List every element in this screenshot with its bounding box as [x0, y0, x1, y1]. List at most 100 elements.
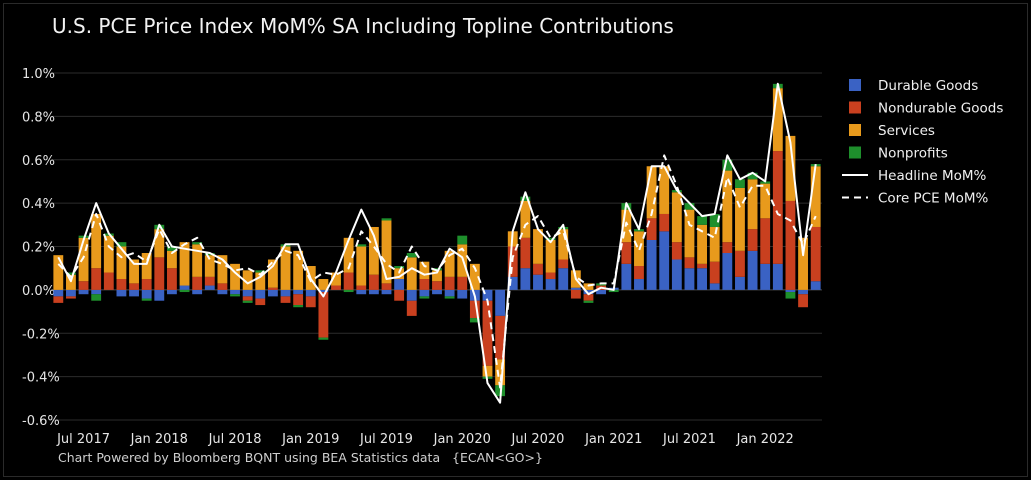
bar-services: [267, 259, 278, 288]
bar-services: [280, 246, 291, 290]
bar-durable-goods: [444, 289, 455, 297]
bar-services: [91, 213, 102, 269]
bar-nondurable-goods: [318, 292, 329, 338]
bar-nondurable-goods: [684, 257, 695, 269]
bar-durable-goods: [381, 289, 392, 295]
bar-services: [204, 255, 215, 277]
bar-nonprofits: [66, 272, 76, 275]
bar-nonprofits: [520, 196, 531, 201]
bar-durable-goods: [255, 289, 266, 299]
bar-nonprofits: [634, 229, 644, 232]
bar-durable-goods: [482, 289, 493, 301]
legend-label-core-pce-mom: Core PCE MoM%: [878, 191, 988, 207]
bar-nondurable-goods: [406, 300, 417, 316]
bar-nonprofits: [192, 242, 203, 245]
bar-nondurable-goods: [545, 272, 556, 280]
bar-nonprofits: [91, 294, 102, 301]
y-tick-label: 0.0%: [22, 284, 55, 299]
bar-nondurable-goods: [533, 263, 543, 275]
bar-durable-goods: [66, 289, 76, 297]
bar-services: [482, 365, 493, 377]
bar-services: [798, 237, 808, 290]
bar-durable-goods: [520, 268, 531, 290]
legend-label-nonprofits: Nonprofits: [878, 146, 948, 162]
bar-nonprofits: [469, 318, 480, 323]
legend-label-services: Services: [878, 123, 935, 139]
bar-nondurable-goods: [772, 151, 783, 264]
bar-durable-goods: [671, 259, 682, 290]
bar-services: [217, 255, 228, 284]
bar-services: [103, 235, 114, 273]
bar-nondurable-goods: [469, 300, 480, 319]
y-axis-ticks: 1.0% 0.8% 0.6% 0.4% 0.2% 0.0% -0.2% -0.4% -0.6%: [22, 67, 60, 429]
bar-nonprofits: [78, 235, 89, 238]
bar-durable-goods: [735, 276, 745, 290]
bar-nonprofits: [343, 289, 354, 293]
bar-services: [722, 170, 733, 243]
bar-services: [331, 272, 341, 286]
bar-services: [406, 257, 417, 290]
bar-services: [646, 166, 657, 219]
bar-nondurable-goods: [293, 294, 304, 306]
bar-nondurable-goods: [53, 296, 64, 303]
bar-services: [520, 200, 531, 238]
bar-nonprofits: [747, 172, 758, 180]
legend-swatch-nonprofits: [849, 146, 861, 159]
bar-durable-goods: [659, 231, 670, 290]
bar-durable-goods: [230, 289, 240, 295]
bar-nonprofits: [596, 283, 607, 286]
bar-durable-goods: [684, 268, 695, 290]
bar-services: [166, 250, 177, 269]
x-tick-label: Jan 2019: [281, 432, 339, 447]
bar-durable-goods: [495, 289, 506, 316]
bar-nondurable-goods: [583, 294, 594, 301]
legend-swatch-nondurable-goods: [849, 101, 861, 114]
y-tick-label: 0.8%: [22, 110, 55, 125]
x-tick-label: Jan 2018: [130, 432, 188, 447]
bar-nondurable-goods: [343, 272, 354, 290]
bar-nonprofits: [394, 266, 405, 269]
bar-nondurable-goods: [634, 266, 644, 280]
y-tick-label: 1.0%: [22, 67, 55, 82]
bar-nonprofits: [179, 289, 190, 293]
source-footer: Chart Powered by Bloomberg BQNT using BE…: [58, 450, 543, 465]
bar-services: [558, 229, 569, 260]
bar-nondurable-goods: [394, 289, 405, 301]
x-tick-label: Jul 2021: [662, 432, 716, 447]
bar-services: [141, 253, 152, 280]
bar-nondurable-goods: [356, 285, 367, 290]
bar-nondurable-goods: [646, 218, 657, 240]
bar-durable-goods: [242, 289, 253, 297]
bar-durable-goods: [596, 289, 607, 295]
bar-services: [495, 359, 506, 386]
bar-services: [343, 237, 354, 273]
bar-nondurable-goods: [798, 294, 808, 308]
bar-services: [747, 179, 758, 230]
bar-nondurable-goods: [444, 276, 455, 290]
bar-durable-goods: [583, 289, 594, 295]
bar-nondurable-goods: [166, 268, 177, 290]
bar-nondurable-goods: [558, 259, 569, 269]
bar-services: [154, 229, 165, 258]
bar-durable-goods: [798, 289, 808, 295]
bar-durable-goods: [91, 289, 102, 295]
bar-nondurable-goods: [570, 289, 581, 299]
bar-nondurable-goods: [242, 296, 253, 301]
bar-durable-goods: [179, 285, 190, 290]
bar-durable-goods: [646, 239, 657, 290]
bar-services: [293, 250, 304, 290]
y-tick-label: -0.4%: [22, 371, 60, 386]
bar-durable-goods: [267, 289, 278, 297]
bar-durable-goods: [457, 289, 468, 299]
bar-nonprofits: [709, 213, 720, 227]
bar-durable-goods: [368, 289, 379, 295]
bar-services: [659, 166, 670, 214]
bar-durable-goods: [570, 287, 581, 290]
bar-nondurable-goods: [495, 315, 506, 360]
bar-durable-goods: [129, 289, 139, 297]
x-axis-ticks: Jul 2017 Jan 2018 Jul 2018 Jan 2019 Jul 2019…: [56, 432, 794, 447]
bar-nonprofits: [242, 300, 253, 303]
bar-durable-goods: [141, 289, 152, 299]
bar-nondurable-goods: [192, 276, 203, 290]
